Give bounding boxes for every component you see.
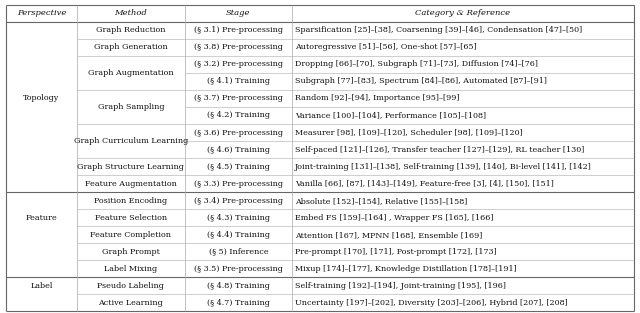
Text: Graph Curriculum Learning: Graph Curriculum Learning — [74, 137, 188, 145]
Text: Variance [100]–[104], Performance [105]–[108]: Variance [100]–[104], Performance [105]–… — [295, 111, 486, 120]
Text: Joint-training [131]–[138], Self-training [139], [140], Bi-level [141], [142]: Joint-training [131]–[138], Self-trainin… — [295, 162, 592, 171]
Text: Graph Structure Learning: Graph Structure Learning — [77, 162, 184, 171]
Text: (§ 4.5) Training: (§ 4.5) Training — [207, 162, 270, 171]
Text: Position Encoding: Position Encoding — [94, 197, 168, 205]
Text: (§ 4.3) Training: (§ 4.3) Training — [207, 214, 270, 222]
Text: Graph Augmentation: Graph Augmentation — [88, 69, 173, 77]
Text: (§ 4.6) Training: (§ 4.6) Training — [207, 146, 270, 154]
Text: Measurer [98], [109]–[120], Scheduler [98], [109]–[120]: Measurer [98], [109]–[120], Scheduler [9… — [295, 129, 523, 136]
Text: Uncertainty [197]–[202], Diversity [203]–[206], Hybrid [207], [208]: Uncertainty [197]–[202], Diversity [203]… — [295, 299, 568, 307]
Text: Attention [167], MPNN [168], Ensemble [169]: Attention [167], MPNN [168], Ensemble [1… — [295, 231, 483, 239]
Text: (§ 3.7) Pre-processing: (§ 3.7) Pre-processing — [194, 95, 283, 102]
Text: (§ 3.2) Pre-processing: (§ 3.2) Pre-processing — [194, 60, 283, 68]
Text: Feature: Feature — [26, 214, 58, 222]
Text: (§ 3.1) Pre-processing: (§ 3.1) Pre-processing — [194, 26, 283, 34]
Text: Sparsification [25]–[38], Coarsening [39]–[46], Condensation [47]–[50]: Sparsification [25]–[38], Coarsening [39… — [295, 26, 582, 34]
Text: Label: Label — [30, 282, 52, 290]
Text: (§ 4.8) Training: (§ 4.8) Training — [207, 282, 270, 290]
Text: Random [92]–[94], Importance [95]–[99]: Random [92]–[94], Importance [95]–[99] — [295, 95, 460, 102]
Text: Pre-prompt [170], [171], Post-prompt [172], [173]: Pre-prompt [170], [171], Post-prompt [17… — [295, 248, 497, 256]
Text: (§ 4.1) Training: (§ 4.1) Training — [207, 77, 270, 85]
Text: Subgraph [77]–[83], Spectrum [84]–[86], Automated [87]–[91]: Subgraph [77]–[83], Spectrum [84]–[86], … — [295, 77, 547, 85]
Text: (§ 3.5) Pre-processing: (§ 3.5) Pre-processing — [194, 265, 283, 273]
Text: Topology: Topology — [24, 95, 60, 102]
Text: Autoregressive [51]–[56], One-shot [57]–[65]: Autoregressive [51]–[56], One-shot [57]–… — [295, 43, 477, 51]
Text: Mixup [174]–[177], Knowledge Distillation [178]–[191]: Mixup [174]–[177], Knowledge Distillatio… — [295, 265, 516, 273]
Text: Perspective: Perspective — [17, 9, 66, 17]
Text: (§ 3.6) Pre-processing: (§ 3.6) Pre-processing — [194, 129, 283, 136]
Text: (§ 3.4) Pre-processing: (§ 3.4) Pre-processing — [194, 197, 283, 205]
Text: (§ 4.4) Training: (§ 4.4) Training — [207, 231, 270, 239]
Text: Feature Augmentation: Feature Augmentation — [85, 180, 177, 187]
Text: Graph Reduction: Graph Reduction — [96, 26, 166, 34]
Text: Label Mixing: Label Mixing — [104, 265, 157, 273]
Text: Active Learning: Active Learning — [99, 299, 163, 307]
Text: Graph Prompt: Graph Prompt — [102, 248, 160, 256]
Text: Vanilla [66], [87], [143]–[149], Feature-free [3], [4], [150], [151]: Vanilla [66], [87], [143]–[149], Feature… — [295, 180, 554, 187]
Text: (§ 3.3) Pre-processing: (§ 3.3) Pre-processing — [194, 180, 283, 187]
Text: Graph Generation: Graph Generation — [94, 43, 168, 51]
Text: (§ 3.8) Pre-processing: (§ 3.8) Pre-processing — [194, 43, 283, 51]
Text: Method: Method — [115, 9, 147, 17]
Text: Self-paced [121]–[126], Transfer teacher [127]–[129], RL teacher [130]: Self-paced [121]–[126], Transfer teacher… — [295, 146, 584, 154]
Text: Feature Selection: Feature Selection — [95, 214, 167, 222]
Text: Category & Reference: Category & Reference — [415, 9, 510, 17]
Text: Graph Sampling: Graph Sampling — [98, 103, 164, 111]
Text: (§ 4.2) Training: (§ 4.2) Training — [207, 111, 270, 120]
Text: Stage: Stage — [226, 9, 251, 17]
Text: (§ 5) Inference: (§ 5) Inference — [209, 248, 268, 256]
Text: (§ 4.7) Training: (§ 4.7) Training — [207, 299, 270, 307]
Text: Absolute [152]–[154], Relative [155]–[158]: Absolute [152]–[154], Relative [155]–[15… — [295, 197, 467, 205]
Text: Self-training [192]–[194], Joint-training [195], [196]: Self-training [192]–[194], Joint-trainin… — [295, 282, 506, 290]
Text: Embed FS [159]–[164] , Wrapper FS [165], [166]: Embed FS [159]–[164] , Wrapper FS [165],… — [295, 214, 493, 222]
Text: Pseudo Labeling: Pseudo Labeling — [97, 282, 164, 290]
Text: Feature Completion: Feature Completion — [90, 231, 172, 239]
Text: Dropping [66]–[70], Subgraph [71]–[73], Diffusion [74]–[76]: Dropping [66]–[70], Subgraph [71]–[73], … — [295, 60, 538, 68]
